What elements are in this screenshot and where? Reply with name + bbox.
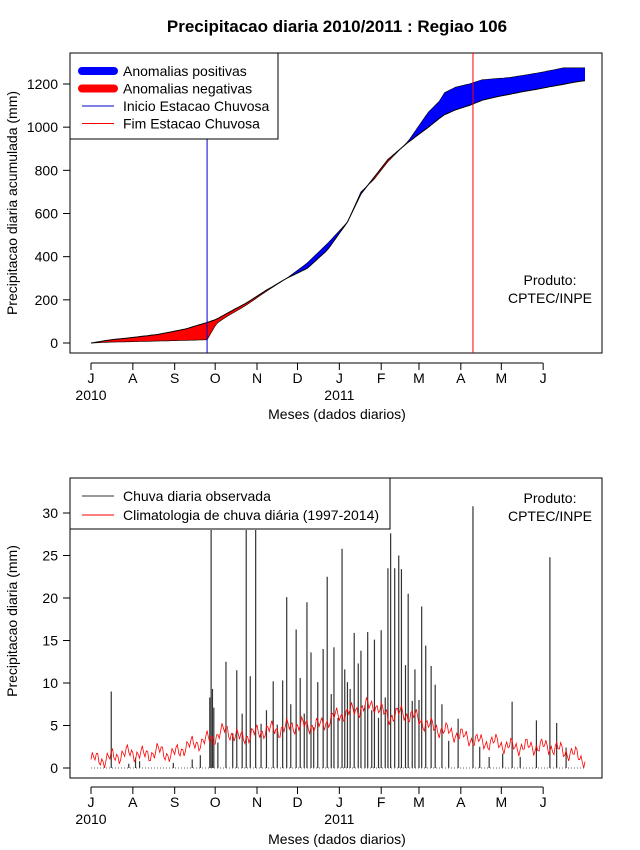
chart2-x-tick-label: J (336, 794, 343, 810)
chart1-x-tick-label: J (540, 370, 547, 386)
chart1-x-tick-label: N (252, 370, 262, 386)
chart2-x-tick-label: F (377, 794, 386, 810)
chart1-x-tick-label: S (170, 370, 179, 386)
chart1-y-tick-label: 800 (35, 162, 59, 178)
chart1-y-tick-label: 600 (35, 206, 59, 222)
chart1-x-tick-label: F (377, 370, 386, 386)
chart1-x-tick-label: M (495, 370, 507, 386)
chart1-y-tick-label: 200 (35, 292, 59, 308)
chart1-product-label-1: Produto: (524, 272, 577, 288)
chart1-x-tick-label: J (336, 370, 343, 386)
chart1-y-tick-label: 0 (50, 335, 58, 351)
chart2-y-tick-label: 25 (42, 548, 58, 564)
chart2-legend-box (69, 477, 391, 530)
chart2-product-label-1: Produto: (524, 490, 577, 506)
chart2-year-label: 2010 (75, 811, 106, 827)
chart2-legend-label: Climatologia de chuva diária (1997-2014) (123, 507, 379, 523)
chart2-x-tick-label: A (128, 794, 138, 810)
chart1-x-tick-label: O (210, 370, 221, 386)
negative-anomaly-area (92, 278, 287, 343)
chart1-title: Precipitacao diaria 2010/2011 : Regiao 1… (167, 17, 507, 36)
chart2-data-layer (90, 506, 586, 769)
chart1-product-label-2: CPTEC/INPE (508, 290, 592, 306)
chart2-year-label: 2011 (324, 811, 354, 827)
chart1-xlabel: Meses (dados diarios) (268, 406, 406, 422)
negative-anomaly-area (369, 148, 402, 185)
chart1-y-tick-label: 400 (35, 249, 59, 265)
chart1-legend: Anomalias positivas Anomalias negativasIn… (69, 52, 279, 140)
chart1-x-tick-label: D (292, 370, 302, 386)
chart2-legend-label: Chuva diaria observada (123, 488, 271, 504)
chart1-ylabel: Precipitacao diaria acumulada (mm) (4, 91, 20, 315)
positive-anomaly-area (401, 67, 585, 148)
chart1-x-tick-label: A (456, 370, 466, 386)
positive-anomaly-area (286, 183, 369, 279)
chart2-x-tick-label: A (456, 794, 466, 810)
chart2-x-tick-label: N (252, 794, 262, 810)
chart2-x-tick-label: J (540, 794, 547, 810)
chart2-x-tick-label: J (88, 794, 95, 810)
chart2-y-tick-label: 30 (42, 505, 58, 521)
chart2-x-tick-label: D (292, 794, 302, 810)
chart2-x-tick-label: M (413, 794, 425, 810)
chart1-legend-label: Anomalias negativas (123, 81, 252, 97)
climatology-daily-line (90, 696, 586, 769)
chart1-y-tick-label: 1000 (27, 119, 58, 135)
observed-cumulative-line (90, 67, 585, 344)
chart1-legend-label: Anomalias positivas (123, 63, 247, 79)
chart2-y-tick-label: 5 (50, 718, 58, 734)
chart2-legend: Chuva diaria observada Climatologia de ch… (69, 477, 391, 530)
chart2-y-tick-label: 15 (42, 633, 58, 649)
chart1-x-tick-label: J (88, 370, 95, 386)
chart2-bars (90, 506, 586, 769)
chart1-legend-label: Fim Estacao Chuvosa (123, 116, 260, 132)
chart2-x-tick-label: S (170, 794, 179, 810)
chart1-x-tick-label: A (128, 370, 138, 386)
chart2-y-tick-label: 20 (42, 590, 58, 606)
chart1-y-tick-label: 1200 (27, 76, 58, 92)
chart2-ylabel: Precipitacao diaria (mm) (4, 545, 20, 697)
chart1-year-label: 2011 (324, 387, 354, 403)
chart1-legend-label: Inicio Estacao Chuvosa (123, 98, 270, 114)
chart2-product-label-2: CPTEC/INPE (508, 508, 592, 524)
chart1-x-tick-label: M (413, 370, 425, 386)
chart1-year-label: 2010 (75, 387, 106, 403)
climatology-cumulative-line (90, 80, 586, 344)
chart2-xlabel: Meses (dados diarios) (268, 831, 406, 847)
chart2-x-tick-label: M (495, 794, 507, 810)
chart2-y-tick-label: 0 (50, 760, 58, 776)
chart2-y-tick-label: 10 (42, 675, 58, 691)
chart2-x-tick-label: O (210, 794, 221, 810)
